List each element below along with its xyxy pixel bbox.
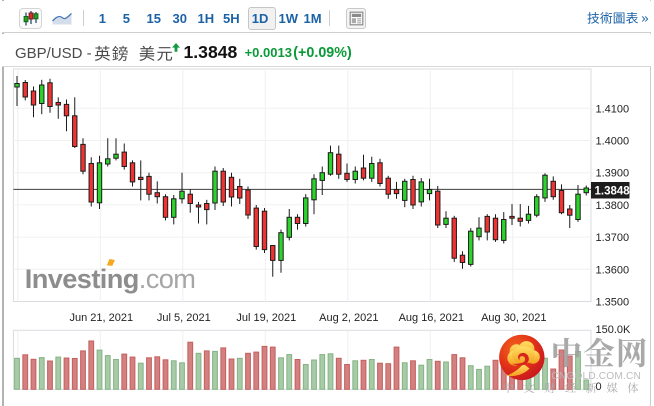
svg-text:1.3600: 1.3600 xyxy=(596,264,630,276)
svg-text:CNGOLD.COM.CN: CNGOLD.COM.CN xyxy=(551,371,641,382)
svg-text:Jul 19, 2021: Jul 19, 2021 xyxy=(236,312,296,324)
svg-text:Investing.com: Investing.com xyxy=(25,263,195,294)
svg-text:Jul 5, 2021: Jul 5, 2021 xyxy=(157,312,211,324)
svg-text:Aug 2, 2021: Aug 2, 2021 xyxy=(319,312,378,324)
svg-text:1.4000: 1.4000 xyxy=(596,136,630,148)
svg-text:1.3900: 1.3900 xyxy=(596,168,630,180)
svg-text:1.4100: 1.4100 xyxy=(596,103,630,115)
svg-text:1.3700: 1.3700 xyxy=(596,232,630,244)
svg-text:Aug 16, 2021: Aug 16, 2021 xyxy=(399,312,464,324)
svg-text:Jun 21, 2021: Jun 21, 2021 xyxy=(69,312,133,324)
svg-text:150.0K: 150.0K xyxy=(596,324,632,336)
svg-text:1.3800: 1.3800 xyxy=(596,200,630,212)
svg-text:1.3500: 1.3500 xyxy=(596,297,630,309)
svg-text:1.3848: 1.3848 xyxy=(595,186,631,198)
svg-text:Aug 30, 2021: Aug 30, 2021 xyxy=(481,312,546,324)
svg-text:0: 0 xyxy=(596,381,602,393)
svg-text:»: » xyxy=(641,11,648,26)
